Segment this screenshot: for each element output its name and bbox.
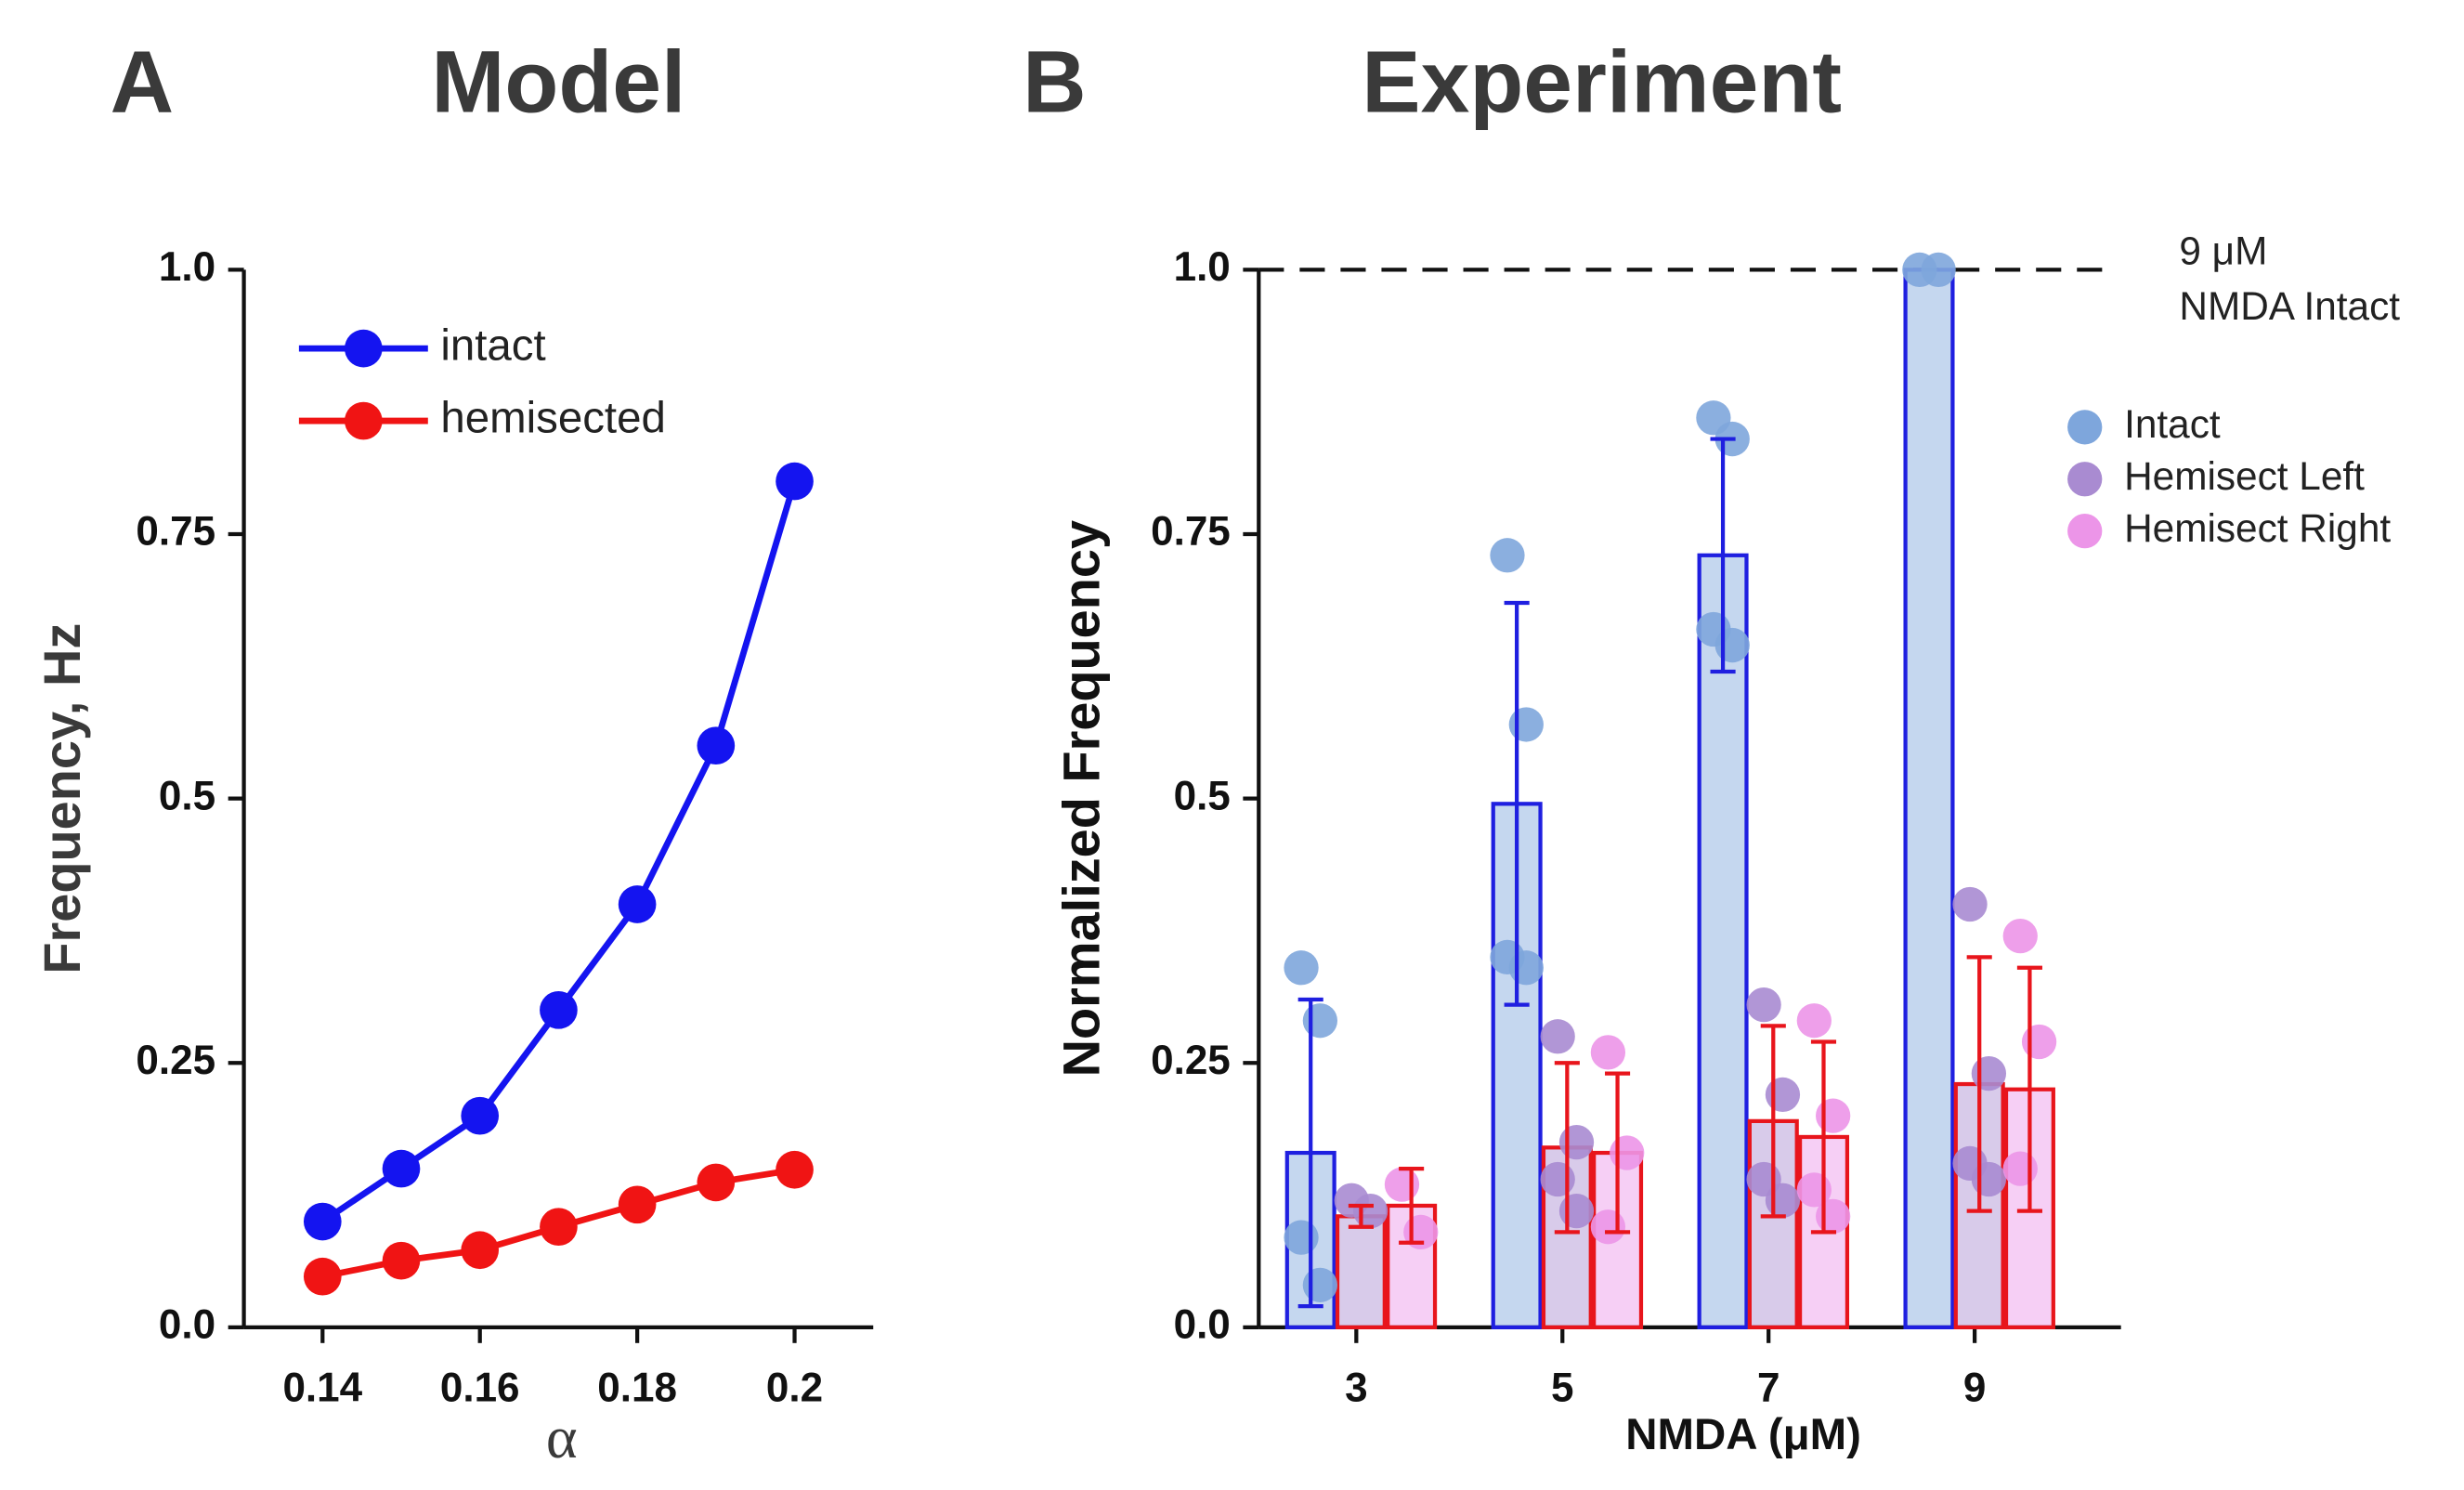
legend-marker xyxy=(345,401,383,440)
data-point xyxy=(1921,252,1956,288)
legend-label: Hemisect Right xyxy=(2124,506,2391,550)
bar xyxy=(1903,268,1955,1329)
data-point xyxy=(1352,1194,1388,1229)
data-point xyxy=(776,462,814,501)
error-bar xyxy=(1504,600,1530,1007)
legend-label: Intact xyxy=(2124,402,2221,446)
bar xyxy=(1335,1214,1387,1329)
data-point xyxy=(697,1163,736,1202)
data-point xyxy=(382,1241,421,1280)
y-tick-label: 0.25 xyxy=(1151,1038,1231,1083)
bar xyxy=(1697,553,1749,1329)
error-bar xyxy=(1554,1061,1580,1235)
error-bar xyxy=(1348,1203,1374,1229)
data-point xyxy=(1540,1019,1575,1054)
data-point xyxy=(540,991,578,1029)
data-point xyxy=(1508,707,1544,742)
y-tick-label: 0.0 xyxy=(1174,1302,1231,1348)
error-bar xyxy=(1399,1166,1425,1245)
data-point xyxy=(1796,1003,1832,1039)
data-point xyxy=(1540,1161,1575,1197)
data-point xyxy=(1558,1125,1595,1160)
data-point xyxy=(303,1257,342,1296)
data-point xyxy=(1714,627,1750,663)
error-bar xyxy=(2016,965,2042,1213)
data-point xyxy=(1302,1003,1338,1039)
x-tick-label: 9 xyxy=(1963,1365,1987,1410)
y-tick-label: 0.5 xyxy=(159,773,215,818)
data-point xyxy=(461,1096,500,1135)
data-point xyxy=(1284,1220,1319,1255)
data-point xyxy=(1816,1198,1851,1234)
legend-label: intact xyxy=(440,321,545,371)
data-point xyxy=(1590,1209,1626,1245)
data-point xyxy=(1490,538,1525,573)
data-point xyxy=(461,1231,500,1270)
data-point xyxy=(540,1208,578,1247)
x-tick-label: 0.2 xyxy=(766,1365,823,1410)
data-point xyxy=(618,885,657,923)
y-tick-label: 0.75 xyxy=(136,509,215,555)
data-point xyxy=(2002,919,2038,954)
x-tick-label: 3 xyxy=(1345,1365,1368,1410)
data-point xyxy=(1610,1135,1645,1170)
data-point xyxy=(1746,987,1781,1023)
data-point xyxy=(1765,1183,1801,1218)
error-bar xyxy=(1966,955,1992,1213)
data-point xyxy=(1590,1035,1626,1070)
y-tick-label: 0.75 xyxy=(1151,509,1231,555)
error-bar xyxy=(1810,1039,1837,1235)
x-axis-label: α xyxy=(546,1405,578,1470)
chart-title: Experiment xyxy=(1362,33,1842,132)
y-tick-label: 1.0 xyxy=(1174,244,1231,290)
chart-title: Model xyxy=(431,33,685,132)
error-bar xyxy=(1297,997,1323,1309)
data-point xyxy=(1384,1167,1420,1202)
x-tick-label: 0.16 xyxy=(440,1365,520,1410)
data-point xyxy=(382,1149,421,1188)
data-point xyxy=(1971,1161,2007,1197)
legend-marker xyxy=(2067,514,2103,549)
legend-label: Hemisect Left xyxy=(2124,454,2365,498)
legend-marker xyxy=(2067,462,2103,497)
error-bar xyxy=(1710,437,1736,674)
panel-label: A xyxy=(111,33,175,132)
x-tick-label: 0.14 xyxy=(282,1365,362,1410)
error-bar xyxy=(1760,1024,1786,1219)
data-point xyxy=(1952,886,1988,922)
data-point xyxy=(1508,950,1544,986)
y-tick-label: 1.0 xyxy=(159,244,215,290)
x-axis-label: NMDA (μM) xyxy=(1625,1410,1861,1459)
data-point xyxy=(776,1150,814,1189)
annotation: 9 μM xyxy=(2179,229,2267,273)
legend-marker xyxy=(2067,410,2103,445)
y-tick-label: 0.5 xyxy=(1174,773,1231,818)
data-point xyxy=(1765,1077,1801,1113)
data-point xyxy=(697,726,736,765)
error-bar xyxy=(1605,1071,1631,1235)
data-point xyxy=(1302,1267,1338,1302)
data-point xyxy=(303,1202,342,1241)
y-axis-label: Frequency, Hz xyxy=(33,623,91,974)
data-point xyxy=(1816,1098,1851,1133)
x-tick-label: 5 xyxy=(1551,1365,1574,1410)
x-tick-label: 7 xyxy=(1757,1365,1780,1410)
legend-marker xyxy=(345,329,383,368)
data-point xyxy=(1971,1056,2007,1091)
data-point xyxy=(1284,950,1319,986)
series-line xyxy=(320,480,798,1224)
x-tick-label: 0.18 xyxy=(597,1365,677,1410)
y-tick-label: 0.25 xyxy=(136,1038,215,1083)
annotation: NMDA Intact xyxy=(2179,284,2400,328)
data-point xyxy=(2002,1151,2038,1186)
panel-label: B xyxy=(1023,33,1087,132)
data-point xyxy=(618,1185,657,1224)
y-axis-label: Normalized Frequency xyxy=(1052,520,1111,1077)
data-point xyxy=(1558,1194,1595,1229)
legend-label: hemisected xyxy=(440,394,666,443)
y-tick-label: 0.0 xyxy=(159,1302,215,1348)
data-point xyxy=(2021,1024,2057,1060)
